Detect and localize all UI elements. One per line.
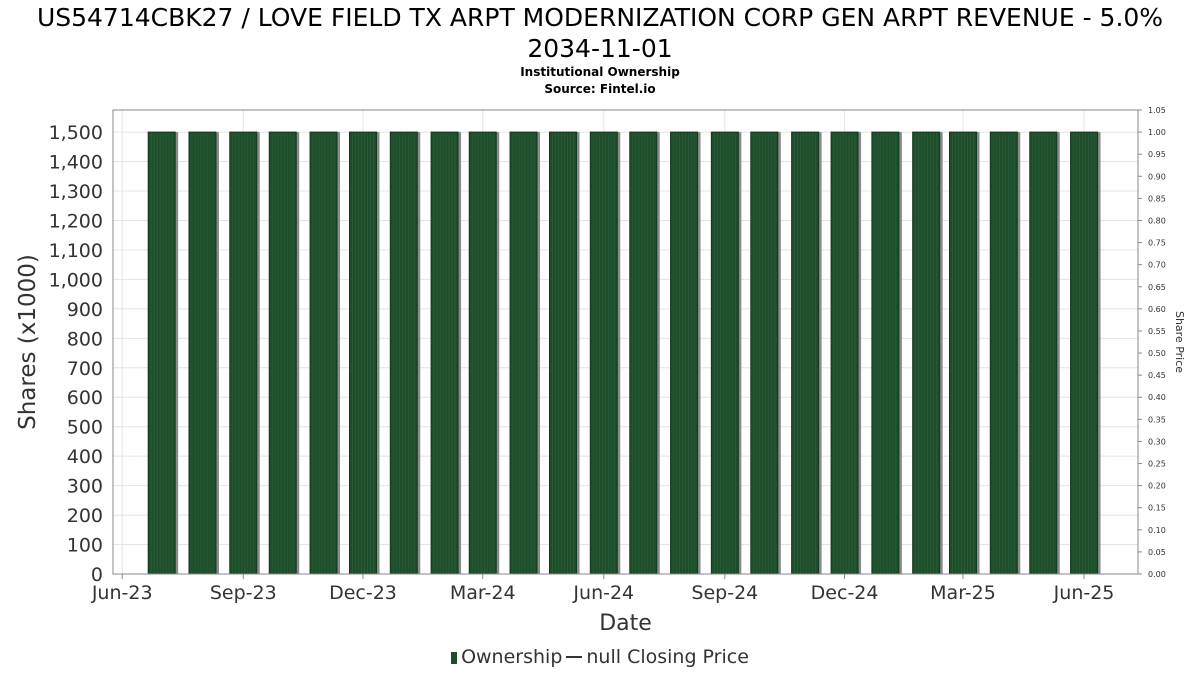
ownership-bar [791, 131, 820, 575]
ownership-bar [468, 131, 497, 575]
ownership-bar [912, 131, 941, 575]
y-tick-label: 1,200 [49, 210, 103, 232]
y2-tick-label: 0.15 [1148, 504, 1166, 513]
x-tick-label: Mar-25 [930, 582, 996, 604]
y-tick-label: 1,000 [49, 269, 103, 291]
y-tick-label: 1,400 [49, 152, 103, 174]
y-tick-label: 500 [67, 417, 103, 439]
ownership-bar [750, 131, 779, 575]
y2-tick-label: 0.75 [1148, 239, 1166, 248]
y2-tick-label: 0.65 [1148, 283, 1166, 292]
x-tick-label: Sep-24 [691, 582, 758, 604]
y2-tick-label: 0.20 [1148, 482, 1166, 491]
y2-axis-label: Share Price [1173, 311, 1186, 373]
x-axis-label: Date [599, 611, 652, 636]
ownership-bar [309, 131, 338, 575]
title-block: US54714CBK27 / LOVE FIELD TX ARPT MODERN… [0, 0, 1200, 98]
y2-tick-label: 0.60 [1148, 305, 1166, 314]
x-tick-label: Dec-23 [329, 582, 397, 604]
ownership-bar [629, 131, 658, 575]
y2-tick-label: 0.70 [1148, 261, 1166, 270]
ownership-bar [268, 131, 297, 575]
x-tick-label: Jun-25 [1053, 582, 1115, 604]
ownership-bar [1070, 131, 1099, 575]
y2-tick-label: 0.10 [1148, 526, 1166, 535]
ownership-bar [830, 131, 859, 575]
plot-frame [112, 109, 1139, 575]
y2-tick-label: 1.00 [1148, 128, 1166, 137]
ownership-bar [949, 131, 977, 575]
ownership-legend-swatch [451, 652, 458, 664]
ownership-bar [509, 131, 538, 575]
y2-tick-label: 0.00 [1148, 570, 1166, 579]
ownership-bar [430, 131, 459, 575]
x-tick-label: Jun-23 [91, 582, 153, 604]
y-tick-label: 1,300 [49, 181, 103, 203]
ownership-bar [1029, 131, 1058, 575]
ownership-bar [710, 131, 739, 575]
y2-tick-label: 0.50 [1148, 349, 1166, 358]
y-tick-label: 800 [67, 328, 103, 350]
price-legend-label: null Closing Price [586, 646, 749, 668]
y-axis-label: Shares (x1000) [15, 254, 41, 430]
y2-tick-label: 0.80 [1148, 216, 1166, 225]
ownership-bar [989, 131, 1018, 575]
ownership-legend-label: Ownership [461, 646, 563, 668]
y2-tick-label: 0.35 [1148, 415, 1166, 424]
price-legend-line [566, 656, 583, 658]
x-tick-label: Mar-24 [450, 582, 516, 604]
ownership-bar [871, 131, 900, 575]
y2-tick-label: 0.25 [1148, 460, 1166, 469]
y-tick-label: 100 [67, 535, 103, 557]
chart-source: Source: Fintel.io [544, 82, 656, 96]
y2-tick-label: 0.55 [1148, 327, 1166, 336]
x-tick-label: Jun-24 [572, 582, 634, 604]
ownership-bar [549, 131, 577, 575]
y-tick-label: 600 [67, 387, 103, 409]
y2-tick-label: 0.90 [1148, 172, 1166, 181]
ownership-bar [147, 131, 176, 575]
x-tick-label: Sep-23 [210, 582, 277, 604]
y-tick-label: 0 [91, 564, 103, 586]
ownership-bar [389, 131, 418, 575]
legend: Ownership null Closing Price [0, 646, 1200, 668]
y-tick-label: 1,500 [49, 122, 103, 144]
ownership-bar [589, 131, 618, 575]
y-tick-label: 300 [67, 476, 103, 498]
y2-tick-label: 0.40 [1148, 393, 1166, 402]
y2-tick-label: 0.95 [1148, 150, 1166, 159]
y2-tick-label: 0.05 [1148, 548, 1166, 557]
y-tick-label: 400 [67, 446, 103, 468]
y-tick-label: 700 [67, 358, 103, 380]
ownership-bar [349, 131, 377, 575]
x-tick-label: Dec-24 [811, 582, 879, 604]
y-tick-label: 900 [67, 299, 103, 321]
plot-area [113, 110, 1138, 574]
y2-tick-label: 1.05 [1148, 106, 1166, 115]
y2-tick-label: 0.45 [1148, 371, 1166, 380]
y2-tick-label: 0.85 [1148, 194, 1166, 203]
y-tick-label: 1,100 [49, 240, 103, 262]
y-tick-label: 200 [67, 505, 103, 527]
chart-title: US54714CBK27 / LOVE FIELD TX ARPT MODERN… [36, 3, 1164, 63]
chart-subtitle: Institutional Ownership [520, 65, 680, 79]
ownership-bar [670, 131, 699, 575]
y2-tick-label: 0.30 [1148, 437, 1166, 446]
ownership-bar [229, 131, 258, 575]
ownership-bar [188, 131, 217, 575]
